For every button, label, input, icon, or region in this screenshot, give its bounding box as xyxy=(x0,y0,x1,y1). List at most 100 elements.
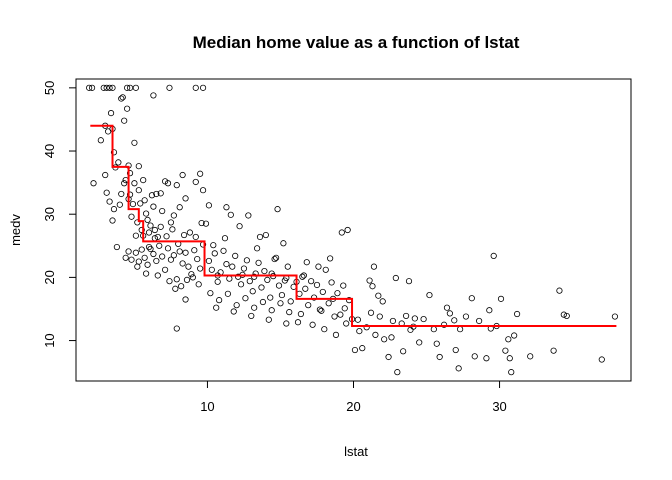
data-point xyxy=(284,263,291,270)
data-point xyxy=(188,271,195,278)
data-point xyxy=(137,200,144,207)
data-point xyxy=(356,327,363,335)
data-point xyxy=(407,326,414,333)
data-point xyxy=(227,211,234,218)
data-point xyxy=(125,248,132,255)
data-point xyxy=(166,84,173,91)
data-point xyxy=(195,281,202,288)
data-point xyxy=(462,313,470,320)
data-point xyxy=(150,203,157,210)
data-point xyxy=(156,242,163,249)
data-point xyxy=(254,245,261,252)
x-tick-label: 10 xyxy=(200,399,214,414)
data-point xyxy=(147,222,154,229)
data-point xyxy=(208,266,215,273)
data-point xyxy=(198,219,205,227)
data-point xyxy=(296,290,303,297)
data-point xyxy=(100,84,107,91)
data-point xyxy=(433,340,440,347)
data-point xyxy=(182,296,189,303)
data-point xyxy=(141,197,148,204)
data-point xyxy=(199,84,207,91)
data-point xyxy=(370,263,378,270)
data-point xyxy=(154,272,161,279)
data-point xyxy=(179,171,186,179)
chart-title: Median home value as a function of lstat xyxy=(193,33,520,52)
data-point xyxy=(172,285,179,292)
data-point xyxy=(277,300,284,307)
data-point xyxy=(294,319,302,326)
data-point xyxy=(102,171,109,179)
data-point xyxy=(224,290,231,297)
data-point xyxy=(194,255,201,263)
data-point xyxy=(343,320,350,327)
data-point xyxy=(161,266,169,273)
data-point xyxy=(385,353,392,361)
data-point xyxy=(563,312,570,320)
data-point xyxy=(369,283,376,290)
data-point xyxy=(150,92,157,99)
data-point xyxy=(173,182,180,189)
data-point xyxy=(287,298,294,305)
y-tick-label: 10 xyxy=(42,333,57,347)
data-point xyxy=(354,316,361,323)
data-point xyxy=(121,180,128,187)
data-point xyxy=(144,261,151,268)
data-point xyxy=(132,232,139,239)
data-point xyxy=(331,313,338,320)
scatter-points xyxy=(86,84,619,376)
data-point xyxy=(106,198,113,205)
data-point xyxy=(483,355,490,362)
data-point xyxy=(220,247,227,254)
data-point xyxy=(97,137,104,144)
x-axis: 10 20 30 xyxy=(200,381,507,414)
data-point xyxy=(173,325,180,332)
data-point xyxy=(135,187,142,194)
y-tick-label: 50 xyxy=(42,81,57,95)
data-point xyxy=(144,216,151,223)
data-point xyxy=(315,263,322,270)
data-point xyxy=(376,313,383,320)
data-point xyxy=(550,347,557,354)
data-point xyxy=(229,263,236,270)
data-point xyxy=(359,345,366,352)
step-line-path xyxy=(90,124,617,328)
data-point xyxy=(182,195,189,202)
data-point xyxy=(197,265,204,272)
data-point xyxy=(308,278,315,285)
data-point xyxy=(126,191,134,198)
data-point xyxy=(502,347,509,354)
data-point xyxy=(278,291,286,299)
data-point xyxy=(233,302,240,309)
data-point xyxy=(394,369,401,376)
data-point xyxy=(328,279,335,286)
data-point xyxy=(131,139,138,146)
data-point xyxy=(205,257,213,265)
data-point xyxy=(129,200,137,208)
data-point xyxy=(402,312,410,320)
data-point xyxy=(556,287,563,294)
data-point xyxy=(140,176,147,184)
data-point xyxy=(451,317,458,324)
data-point xyxy=(110,206,118,213)
data-point xyxy=(157,190,164,197)
data-point xyxy=(119,94,126,101)
data-point xyxy=(236,223,243,230)
data-point xyxy=(138,246,145,253)
data-point xyxy=(192,178,199,186)
data-point xyxy=(468,295,475,302)
data-point xyxy=(344,226,351,234)
data-point xyxy=(109,84,116,91)
data-point xyxy=(221,235,229,242)
data-point xyxy=(173,276,180,283)
data-point xyxy=(513,310,521,318)
data-point xyxy=(143,270,150,277)
data-point xyxy=(249,288,256,295)
data-point xyxy=(297,310,305,318)
data-point xyxy=(216,297,223,304)
data-point xyxy=(226,275,233,282)
data-point xyxy=(110,149,118,156)
data-point xyxy=(426,291,433,299)
data-point xyxy=(170,252,177,259)
